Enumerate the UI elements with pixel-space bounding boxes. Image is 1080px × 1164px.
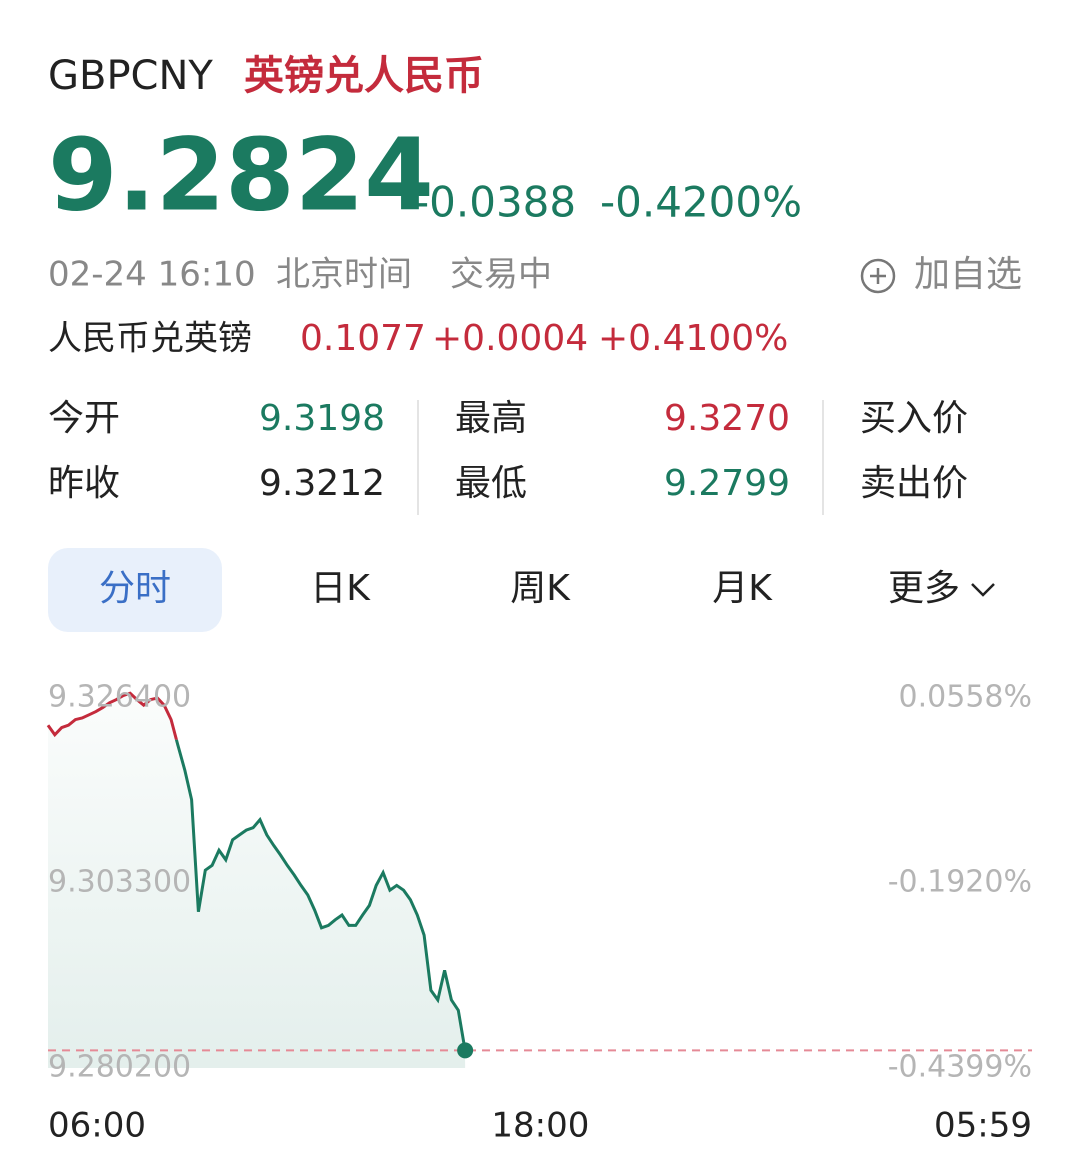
- change-pct: -0.4200%: [600, 178, 802, 227]
- line-down: [174, 739, 467, 1051]
- watchlist-label: 加自选: [914, 254, 1022, 295]
- y2-tick-label: 0.0558%: [899, 680, 1032, 715]
- tab[interactable]: 日K: [310, 568, 371, 609]
- x-tick-label: 06:00: [48, 1106, 146, 1146]
- inverse-label: 人民币兑英镑: [48, 319, 252, 359]
- stat-label: 买入价: [860, 398, 968, 439]
- x-tick-label: 05:59: [934, 1106, 1032, 1146]
- area-fill: [48, 693, 466, 1068]
- y-tick-label: 9.326400: [48, 680, 191, 715]
- stat-label: 今开: [48, 398, 120, 439]
- inverse-price: 0.1077: [300, 318, 426, 359]
- stat-label: 最高: [455, 398, 527, 439]
- stat-value: 9.3198: [259, 398, 385, 439]
- tab[interactable]: 更多: [888, 568, 960, 609]
- chart: 9.326400 9.303300 9.280200 0.0558% -0.1920% -…: [46, 680, 1032, 1146]
- stat-label: 最低: [455, 463, 527, 504]
- tab[interactable]: 周K: [510, 568, 571, 609]
- inverse-change: +0.0004: [432, 318, 588, 359]
- tab[interactable]: 月K: [712, 568, 773, 609]
- add-icon: [860, 258, 896, 294]
- last-point: [457, 1042, 474, 1059]
- inverse-change-pct: +0.4100%: [598, 318, 788, 359]
- y-tick-label: 9.280200: [48, 1050, 191, 1085]
- stat-label: 卖出价: [860, 463, 968, 504]
- stat-label: 昨收: [48, 463, 120, 504]
- tab-active-bg: [48, 548, 222, 632]
- symbol-name: 英镑兑人民币: [244, 53, 484, 99]
- add-icon-plus: [870, 268, 886, 284]
- y2-tick-label: -0.1920%: [888, 864, 1032, 899]
- stat-value: 9.3212: [259, 463, 385, 504]
- stat-value: 9.3270: [664, 398, 790, 439]
- x-tick-label: 18:00: [491, 1106, 589, 1146]
- price: 9.2824: [48, 116, 434, 233]
- line-up: [46, 691, 178, 740]
- change: -0.0388: [414, 178, 576, 227]
- stat-value: 9.2799: [664, 463, 790, 504]
- chevron: [971, 583, 995, 597]
- watchlist-button[interactable]: 加自选: [860, 254, 1022, 295]
- time-zone: 北京时间: [276, 255, 412, 295]
- market-status: 交易中: [450, 255, 552, 295]
- quote-time: 02-24 16:10: [48, 255, 256, 295]
- tab[interactable]: 分时: [99, 568, 171, 609]
- symbol: GBPCNY: [48, 53, 213, 99]
- y2-tick-label: -0.4399%: [888, 1050, 1032, 1085]
- y-tick-label: 9.303300: [48, 865, 191, 900]
